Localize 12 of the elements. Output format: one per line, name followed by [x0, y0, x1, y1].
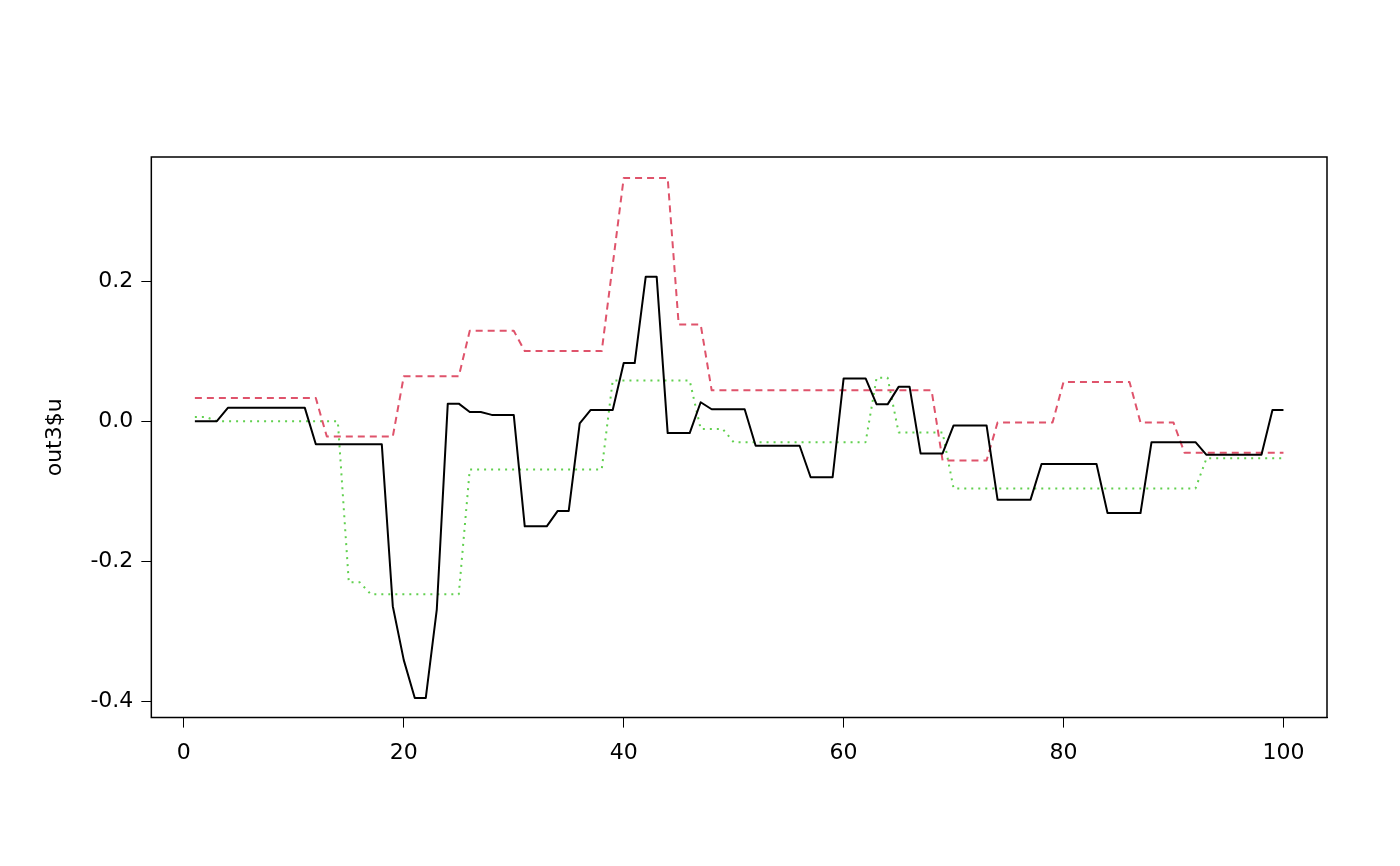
x-tick-label: 80 — [1049, 738, 1078, 764]
y-tick-label: 0.2 — [98, 266, 134, 292]
x-tick-label: 60 — [829, 738, 858, 764]
x-tick-label: 40 — [609, 738, 638, 764]
y-axis-title: out3$u — [40, 398, 66, 477]
x-tick-label: 20 — [389, 738, 418, 764]
line-series — [193, 177, 1285, 462]
y-tick-label: -0.2 — [90, 547, 134, 573]
x-tick-label: 0 — [176, 738, 191, 764]
y-tick-label: -0.4 — [90, 687, 134, 713]
x-tick-label: 100 — [1262, 738, 1305, 764]
y-tick-label: 0.0 — [98, 406, 134, 432]
